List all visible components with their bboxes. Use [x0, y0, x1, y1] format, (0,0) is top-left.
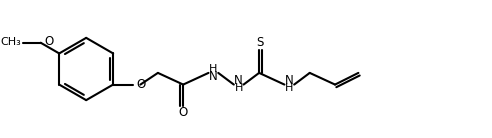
Text: O: O — [136, 78, 146, 91]
Text: N: N — [234, 74, 243, 87]
Text: H: H — [209, 64, 217, 74]
Text: N: N — [285, 74, 294, 87]
Text: CH₃: CH₃ — [0, 37, 21, 47]
Text: H: H — [285, 83, 294, 93]
Text: S: S — [256, 36, 264, 49]
Text: N: N — [209, 70, 218, 83]
Text: H: H — [235, 83, 243, 93]
Text: O: O — [179, 106, 188, 119]
Text: O: O — [45, 35, 54, 48]
